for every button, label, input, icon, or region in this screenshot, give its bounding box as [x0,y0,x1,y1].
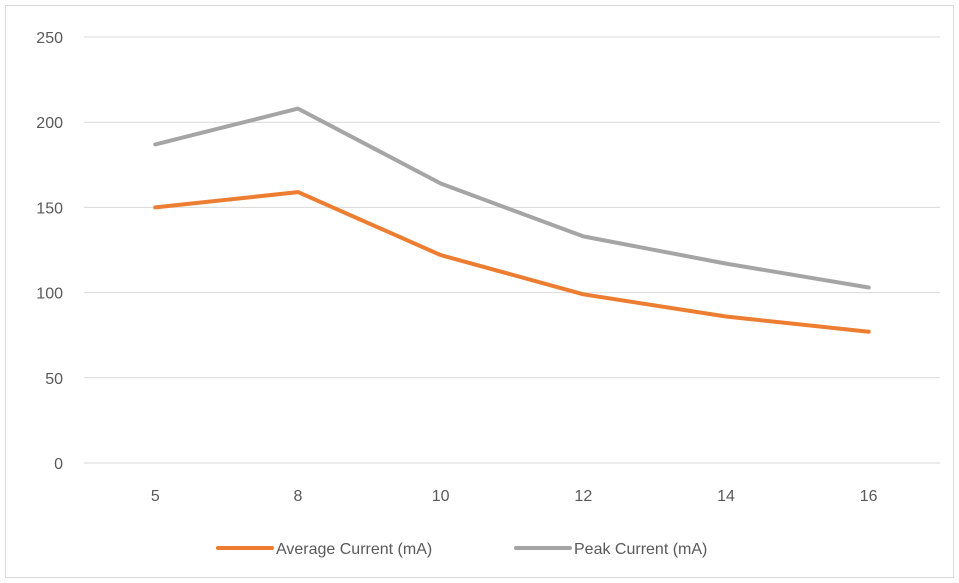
x-tick-label: 14 [717,488,735,505]
x-tick-label: 12 [574,488,592,505]
y-axis-tick-labels: 0 50 100 150 200 250 [36,30,63,473]
x-tick-label: 8 [294,488,303,505]
y-tick-label: 50 [45,371,63,388]
gridlines [84,36,940,464]
legend-label-average-current: Average Current (mA) [276,541,432,558]
y-tick-label: 0 [54,456,63,473]
x-tick-label: 10 [432,488,450,505]
series-line-peak-current [153,106,871,290]
series-lines [153,106,871,334]
series-line-average-current [153,190,871,334]
legend-label-peak-current: Peak Current (mA) [574,541,707,558]
chart-frame [5,5,954,578]
y-tick-label: 200 [36,115,63,132]
legend: Average Current (mA) Peak Current (mA) [216,541,707,558]
x-tick-label: 5 [151,488,160,505]
y-tick-label: 150 [36,200,63,217]
x-axis-tick-labels: 5 8 10 12 14 16 [151,488,878,505]
y-tick-label: 100 [36,286,63,303]
x-tick-label: 16 [860,488,878,505]
y-tick-label: 250 [36,30,63,47]
